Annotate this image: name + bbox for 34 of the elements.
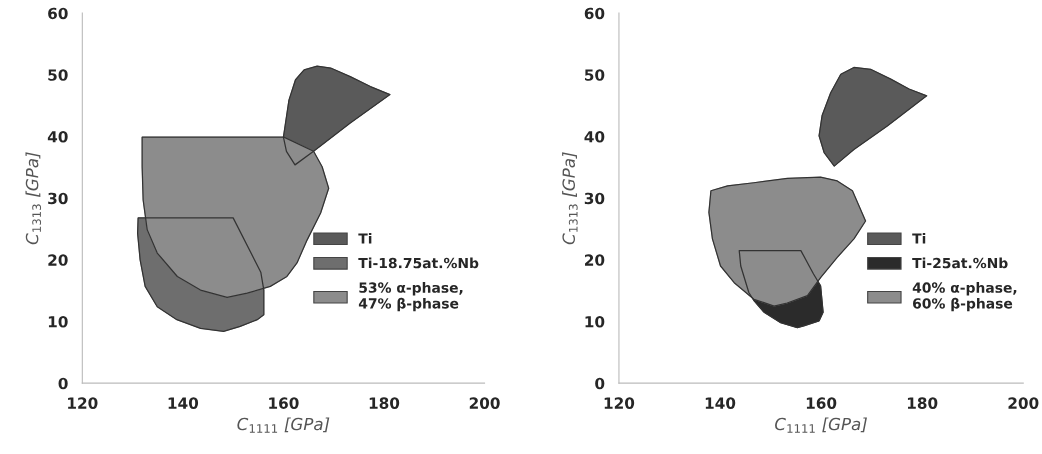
x-tick-label: 180 bbox=[369, 397, 400, 409]
x-tick-label: 120 bbox=[604, 397, 635, 409]
y-tick-label: 50 bbox=[584, 69, 605, 81]
y-tick-label: 10 bbox=[585, 315, 605, 328]
y-axis-title: C$_{1313}$ [GPa] bbox=[562, 152, 578, 245]
legend-label: 40% α-phase, 60% β-phase bbox=[912, 282, 1017, 312]
x-tick-label: 180 bbox=[907, 397, 938, 409]
legend-label: Ti bbox=[912, 233, 926, 244]
y-tick-label: 50 bbox=[48, 69, 68, 81]
legend-label: 53% α-phase, 47% β-phase bbox=[358, 282, 463, 312]
y-tick-label: 0 bbox=[58, 377, 68, 390]
y-tick-label: 20 bbox=[48, 254, 68, 266]
x-tick-label: 200 bbox=[1008, 397, 1039, 409]
y-tick-label: 40 bbox=[47, 130, 68, 143]
y-axis-title: C$_{1313}$ [GPa] bbox=[25, 152, 42, 245]
x-tick-label: 120 bbox=[68, 397, 98, 409]
y-tick-label: 30 bbox=[584, 192, 605, 205]
x-tick-label: 160 bbox=[269, 397, 299, 409]
y-tick-label: 60 bbox=[584, 7, 605, 20]
y-tick-label: 0 bbox=[595, 377, 605, 390]
legend-label: Ti-18.75at.%Nb bbox=[358, 257, 479, 269]
x-tick-label: 160 bbox=[806, 397, 837, 409]
x-tick-label: 140 bbox=[168, 397, 199, 409]
x-tick-label: 140 bbox=[705, 397, 736, 409]
x-axis-title: C$_{1111}$ [GPa] bbox=[237, 417, 330, 433]
x-tick-label: 200 bbox=[469, 397, 500, 409]
legend-label: Ti bbox=[358, 233, 372, 244]
x-axis-title: C$_{1111}$ [GPa] bbox=[775, 417, 867, 433]
y-tick-label: 20 bbox=[585, 254, 605, 266]
legend-label: Ti-25at.%Nb bbox=[912, 257, 1008, 269]
y-tick-label: 30 bbox=[48, 192, 68, 205]
y-tick-label: 40 bbox=[584, 130, 605, 143]
y-tick-label: 10 bbox=[48, 315, 68, 328]
y-tick-label: 60 bbox=[48, 7, 68, 20]
